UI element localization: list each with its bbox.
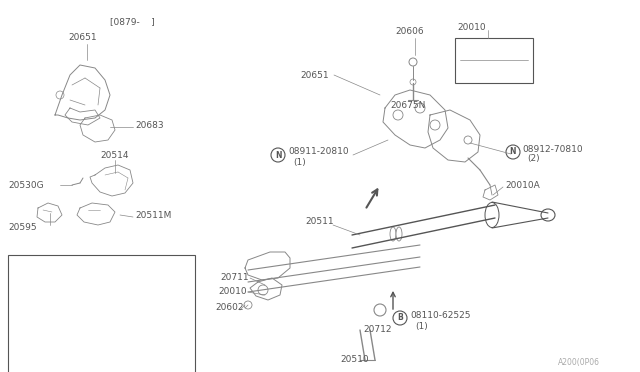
Text: (2): (2) — [527, 154, 540, 164]
Text: 08912-70810: 08912-70810 — [522, 144, 582, 154]
Circle shape — [409, 58, 417, 66]
Text: 20510: 20510 — [340, 356, 369, 365]
Text: 20511: 20511 — [305, 218, 333, 227]
Text: B: B — [397, 314, 403, 323]
Text: 20712: 20712 — [363, 326, 392, 334]
Text: 08110-62525: 08110-62525 — [410, 311, 470, 321]
Ellipse shape — [485, 202, 499, 228]
Text: 20651: 20651 — [300, 71, 328, 80]
Text: 20010A: 20010A — [505, 180, 540, 189]
Circle shape — [506, 145, 520, 159]
Text: N: N — [275, 151, 281, 160]
Text: A200(0P06: A200(0P06 — [558, 357, 600, 366]
Bar — [8, 255, 195, 372]
Ellipse shape — [396, 227, 402, 241]
Text: [0879-    ]: [0879- ] — [110, 17, 155, 26]
Circle shape — [244, 301, 252, 309]
Circle shape — [271, 148, 285, 162]
Circle shape — [56, 91, 64, 99]
Text: 20511M: 20511M — [135, 211, 172, 219]
Circle shape — [415, 103, 425, 113]
Text: 20010: 20010 — [218, 288, 246, 296]
Text: 20602: 20602 — [215, 302, 243, 311]
Text: N: N — [509, 148, 516, 157]
Circle shape — [410, 79, 416, 85]
Text: (1): (1) — [415, 321, 428, 330]
Text: 20606: 20606 — [395, 28, 424, 36]
Circle shape — [393, 311, 407, 325]
Bar — [455, 38, 533, 83]
Text: 20683: 20683 — [135, 121, 164, 129]
Circle shape — [393, 110, 403, 120]
Ellipse shape — [390, 227, 396, 241]
Circle shape — [374, 304, 386, 316]
Text: 20595: 20595 — [8, 224, 36, 232]
Text: (1): (1) — [293, 157, 306, 167]
Circle shape — [258, 285, 268, 295]
Text: 20010: 20010 — [457, 23, 486, 32]
Circle shape — [430, 120, 440, 130]
Text: 20675N: 20675N — [390, 100, 426, 109]
Text: 20711: 20711 — [220, 273, 248, 282]
Ellipse shape — [541, 209, 555, 221]
Text: 08911-20810: 08911-20810 — [288, 148, 349, 157]
Text: 20530G: 20530G — [8, 180, 44, 189]
Circle shape — [464, 136, 472, 144]
Text: 20514: 20514 — [100, 151, 129, 160]
Text: 20651: 20651 — [68, 33, 97, 42]
